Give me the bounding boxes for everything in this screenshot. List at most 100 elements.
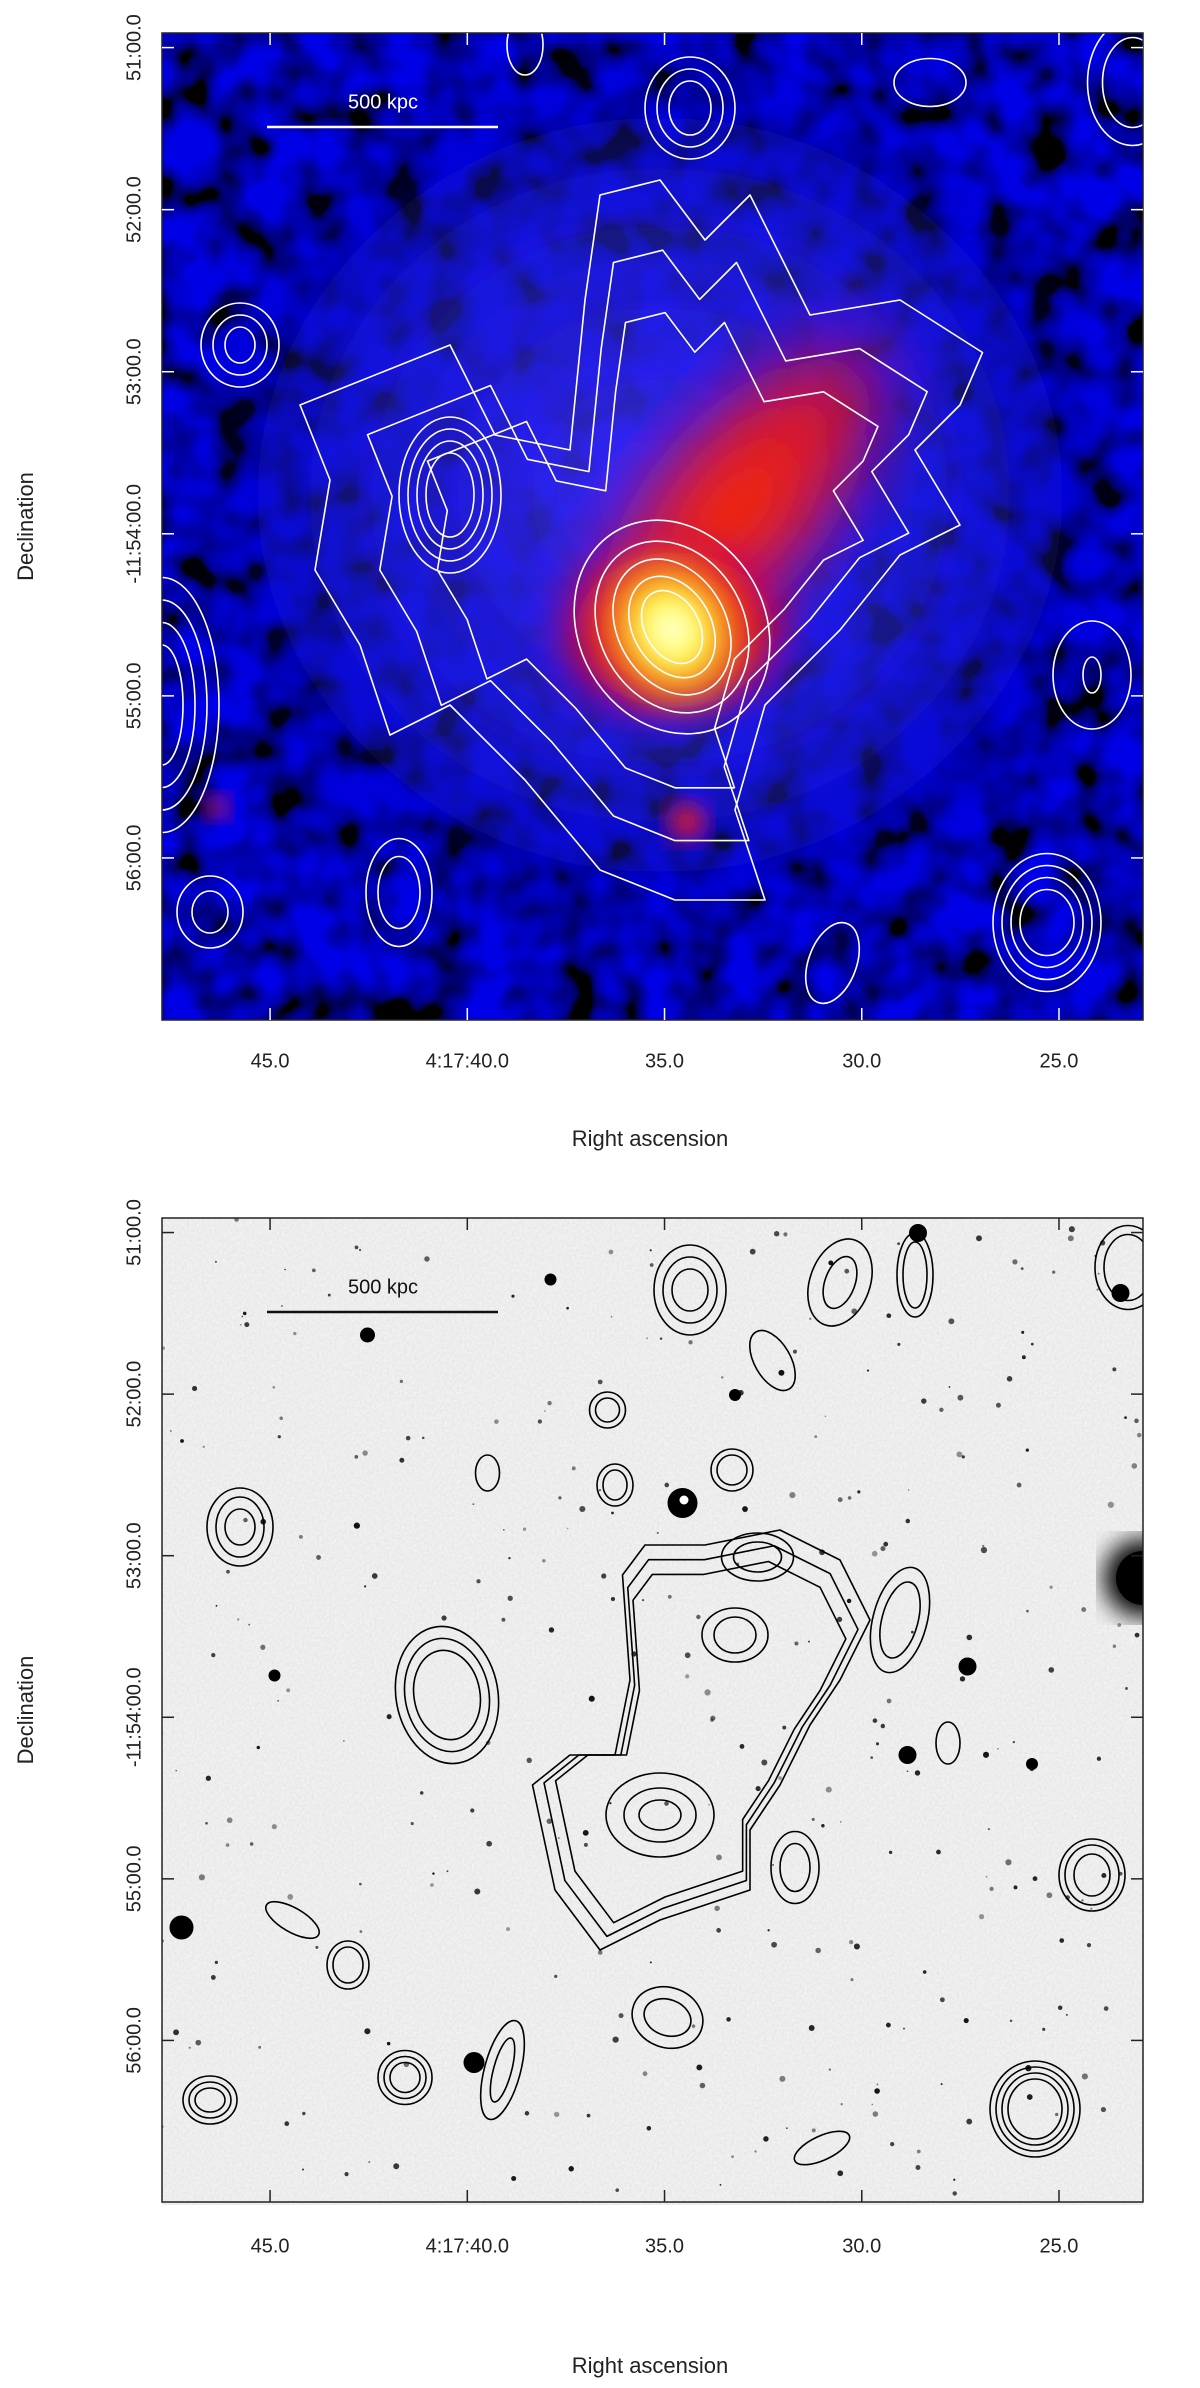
star xyxy=(1112,1367,1117,1372)
star xyxy=(211,1653,216,1658)
star xyxy=(779,2075,786,2082)
star xyxy=(836,1616,843,1623)
x-tick-label: 4:17:40.0 xyxy=(426,2235,509,2257)
star xyxy=(866,1369,870,1372)
star xyxy=(870,1756,874,1759)
star xyxy=(982,1544,985,1548)
star xyxy=(952,2191,957,2196)
contour xyxy=(1002,2073,1068,2145)
contour xyxy=(780,1844,810,1892)
star xyxy=(342,1740,345,1743)
star xyxy=(828,2068,832,2071)
star xyxy=(1059,1938,1065,1943)
contour xyxy=(623,1977,711,2058)
contour xyxy=(1095,1226,1161,1310)
star xyxy=(302,2111,306,2116)
star xyxy=(279,1416,284,1421)
contour xyxy=(225,1509,255,1545)
star xyxy=(507,1595,513,1601)
contour xyxy=(714,1617,756,1653)
star xyxy=(699,2082,706,2089)
star xyxy=(890,2141,895,2147)
star xyxy=(393,2163,400,2170)
contour xyxy=(1008,2079,1062,2139)
star xyxy=(214,1960,219,1964)
star xyxy=(241,1315,244,1318)
star xyxy=(173,2029,179,2036)
contour xyxy=(225,327,255,363)
star xyxy=(761,1759,768,1766)
star xyxy=(767,1929,770,1932)
star xyxy=(364,2028,371,2035)
star xyxy=(763,2136,769,2142)
x-tick-label: 35.0 xyxy=(645,2235,684,2257)
image-content xyxy=(105,33,1143,1020)
star xyxy=(558,1496,562,1500)
contour xyxy=(597,1464,633,1506)
star xyxy=(976,1235,982,1242)
star xyxy=(554,1974,558,1979)
star xyxy=(1030,1342,1034,1346)
star xyxy=(667,1594,672,1599)
star xyxy=(983,1751,990,1758)
y-tick-label: 53:00.0 xyxy=(123,338,145,405)
star xyxy=(1137,1432,1142,1438)
star xyxy=(710,1715,716,1721)
star xyxy=(526,1757,532,1763)
star xyxy=(871,1550,878,1557)
star xyxy=(696,2064,703,2071)
star xyxy=(1009,2019,1013,2023)
star xyxy=(205,1775,212,1781)
star xyxy=(1081,1607,1087,1613)
contour xyxy=(396,1632,499,1759)
contour xyxy=(105,578,219,833)
contour xyxy=(936,1722,960,1764)
contour xyxy=(333,1947,363,1983)
star xyxy=(537,1419,543,1424)
star xyxy=(773,1231,780,1237)
star xyxy=(897,1342,901,1346)
star xyxy=(704,1689,711,1696)
star xyxy=(1086,1943,1092,1948)
star xyxy=(809,1317,812,1320)
x-tick-label: 45.0 xyxy=(251,1050,290,1072)
contour xyxy=(624,1788,696,1842)
contour xyxy=(611,561,733,694)
star xyxy=(664,1482,670,1488)
star xyxy=(474,1888,481,1895)
star xyxy=(202,1445,205,1449)
contour xyxy=(672,1269,708,1311)
star xyxy=(169,1915,194,1940)
x-axis-label: Right ascension xyxy=(572,1126,729,1151)
star xyxy=(729,1389,741,1401)
star xyxy=(1116,1551,1143,1605)
contour xyxy=(873,1578,928,1663)
contour xyxy=(1011,878,1083,968)
star xyxy=(234,1218,239,1222)
source xyxy=(663,798,711,846)
star xyxy=(1026,1758,1038,1770)
star xyxy=(582,1829,589,1836)
star xyxy=(886,1313,892,1319)
star xyxy=(1025,1448,1029,1452)
star xyxy=(656,1531,659,1534)
star xyxy=(284,2121,290,2127)
star-core xyxy=(679,1495,689,1505)
star xyxy=(957,1394,964,1401)
star xyxy=(886,1698,892,1704)
contour xyxy=(189,2082,231,2118)
scale-bar-label: 500 kpc xyxy=(348,91,418,113)
star xyxy=(568,2166,574,2172)
star xyxy=(244,1322,250,1328)
image-content xyxy=(162,1218,1161,2205)
star xyxy=(524,2111,530,2116)
star xyxy=(419,1791,424,1795)
contour xyxy=(996,2067,1074,2151)
x-tick-label: 25.0 xyxy=(1040,1050,1079,1072)
star xyxy=(272,1385,276,1389)
star xyxy=(242,1311,247,1316)
contour xyxy=(207,1488,273,1566)
star xyxy=(195,2039,202,2046)
star xyxy=(268,1669,281,1682)
contour xyxy=(796,1230,883,1335)
